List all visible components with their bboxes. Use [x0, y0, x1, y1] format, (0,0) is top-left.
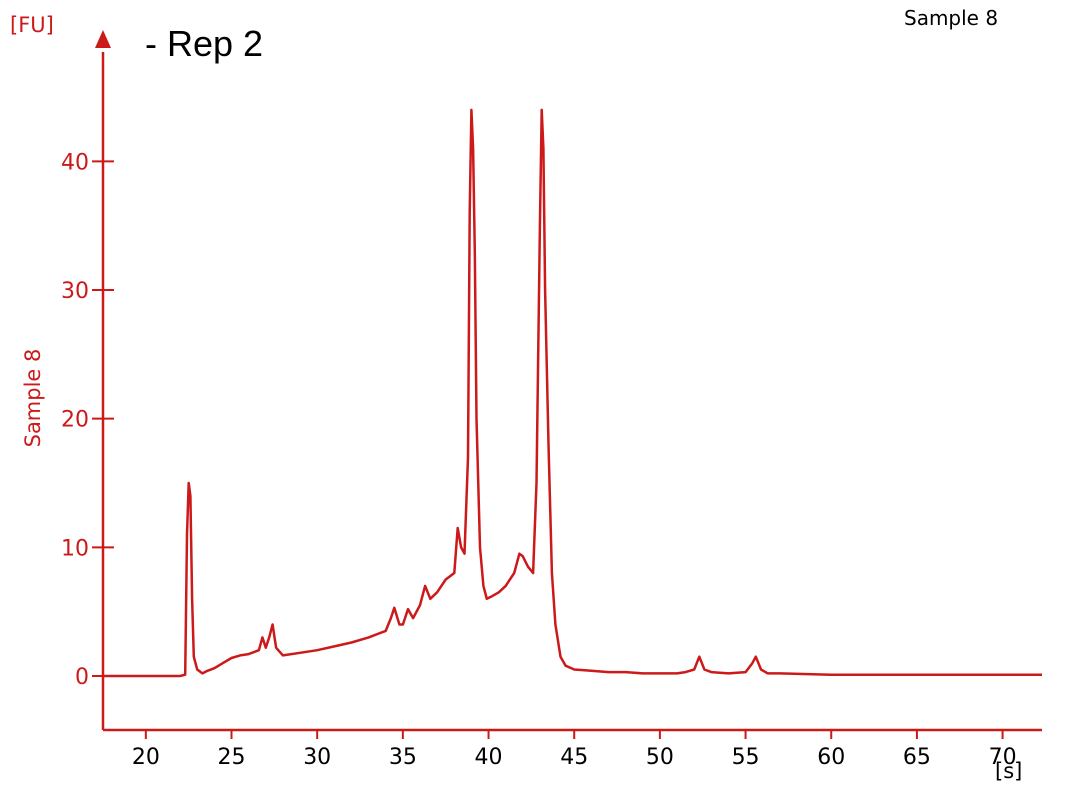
- x-tick-label: 30: [303, 745, 331, 770]
- y-tick-label: 20: [61, 408, 89, 433]
- y-axis-arrow-icon: [95, 30, 111, 48]
- y-axis-ticks: 0 10 20 30 40: [61, 150, 114, 690]
- x-tick-label: 25: [218, 745, 246, 770]
- chart-title-fragment: - Rep 2: [145, 23, 263, 64]
- x-tick-label: 40: [475, 745, 503, 770]
- x-tick-label: 65: [903, 745, 931, 770]
- y-axis-label: Sample 8: [21, 349, 45, 448]
- x-axis-ticks: 20 25 30 35 40 45 50 55 60 65 70: [132, 730, 1017, 770]
- x-tick-label: 20: [132, 745, 160, 770]
- x-tick-label: 55: [732, 745, 760, 770]
- x-tick-label: 50: [646, 745, 674, 770]
- series-line: [103, 108, 1042, 678]
- x-tick-label: 45: [560, 745, 588, 770]
- x-unit-label: [s]: [995, 759, 1022, 783]
- y-tick-label: 30: [61, 279, 89, 304]
- x-tick-label: 35: [389, 745, 417, 770]
- y-unit-label: [FU]: [10, 13, 54, 37]
- x-tick-label: 70: [989, 745, 1017, 770]
- series-group: [103, 108, 1042, 678]
- y-tick-label: 0: [75, 665, 89, 690]
- legend-sample-label: Sample 8: [904, 6, 998, 30]
- x-tick-label: 60: [817, 745, 845, 770]
- y-tick-label: 40: [61, 150, 89, 175]
- y-tick-label: 10: [61, 536, 89, 561]
